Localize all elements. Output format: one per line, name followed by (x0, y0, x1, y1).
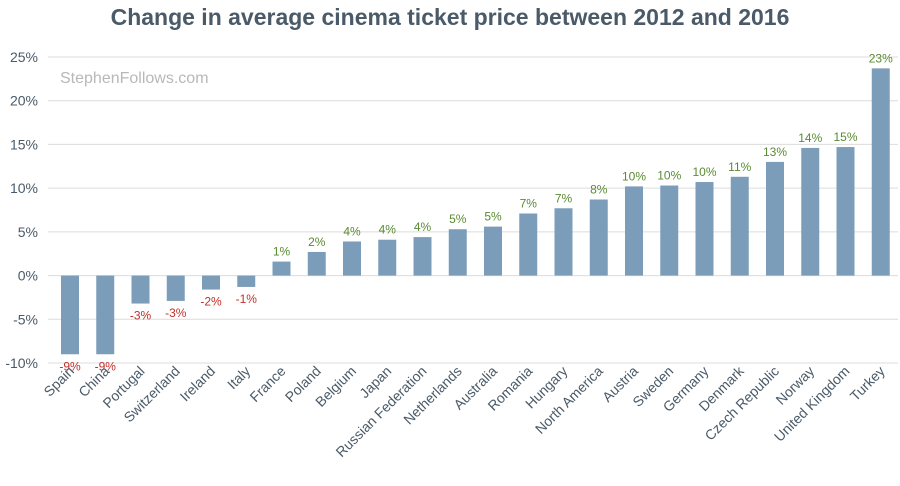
bar (413, 237, 432, 276)
y-tick-label: 25% (10, 49, 38, 65)
category-label: France (246, 363, 288, 405)
chart-title: Change in average cinema ticket price be… (110, 4, 790, 30)
y-tick-label: 15% (10, 136, 38, 152)
data-label: 10% (692, 165, 716, 179)
y-axis-tick-labels: 25% 20% 15% 10% 5% 0% -5% -10% (5, 49, 38, 371)
bar (237, 275, 256, 287)
bar (272, 261, 291, 276)
data-label: 8% (590, 183, 608, 197)
data-label: 2% (308, 235, 326, 249)
bar (484, 226, 502, 276)
data-label: 10% (657, 169, 681, 183)
bar (695, 182, 714, 276)
bar (61, 275, 79, 355)
bar (730, 176, 749, 276)
bar (625, 186, 643, 276)
y-tick-label: 20% (10, 93, 38, 109)
data-label: 11% (728, 160, 751, 174)
data-label: 10% (622, 169, 646, 183)
data-label: -9% (95, 359, 117, 373)
bars (61, 68, 890, 355)
bar (202, 275, 220, 290)
data-label: -1% (236, 292, 258, 306)
data-label: -3% (165, 306, 187, 320)
y-tick-label: -10% (5, 355, 38, 371)
data-label: 4% (379, 223, 397, 237)
data-label: -3% (130, 309, 152, 323)
y-tick-label: 10% (10, 180, 38, 196)
bar (96, 275, 115, 355)
bar (660, 185, 679, 276)
category-label: Italy (224, 363, 253, 392)
data-label: 1% (273, 245, 291, 259)
bar (131, 275, 150, 304)
data-label: 5% (484, 210, 502, 224)
gridlines (48, 56, 898, 364)
data-label: 13% (763, 145, 787, 159)
y-tick-label: 5% (18, 224, 38, 240)
bar (307, 251, 326, 276)
data-label: 14% (798, 131, 822, 145)
bar (801, 147, 820, 276)
data-labels: -9% -9% -3% -3% -2% -1% 1% 2% 4% 4% 4% 5% 5% 7% 7% 8% 10… (59, 51, 893, 373)
y-tick-label: 0% (18, 268, 38, 284)
data-label: -2% (200, 295, 222, 309)
y-tick-label: -5% (13, 311, 38, 327)
bar (166, 275, 185, 301)
watermark: StephenFollows.com (60, 70, 209, 87)
data-label: -9% (59, 359, 81, 373)
data-label: 7% (555, 191, 573, 205)
data-label: 23% (869, 51, 893, 65)
data-label: 4% (414, 220, 432, 234)
bar (448, 229, 467, 276)
category-label: Turkey (847, 363, 888, 404)
data-label: 7% (520, 196, 538, 210)
bar (766, 161, 784, 276)
bar (378, 239, 397, 276)
bar (871, 68, 890, 276)
bar (554, 208, 573, 276)
bar (589, 199, 608, 276)
category-label: Ireland (177, 363, 219, 405)
data-label: 15% (833, 130, 857, 144)
data-label: 5% (449, 212, 467, 226)
bar (519, 213, 538, 276)
data-label: 4% (343, 224, 361, 238)
bar (343, 241, 361, 276)
bar (836, 147, 855, 276)
